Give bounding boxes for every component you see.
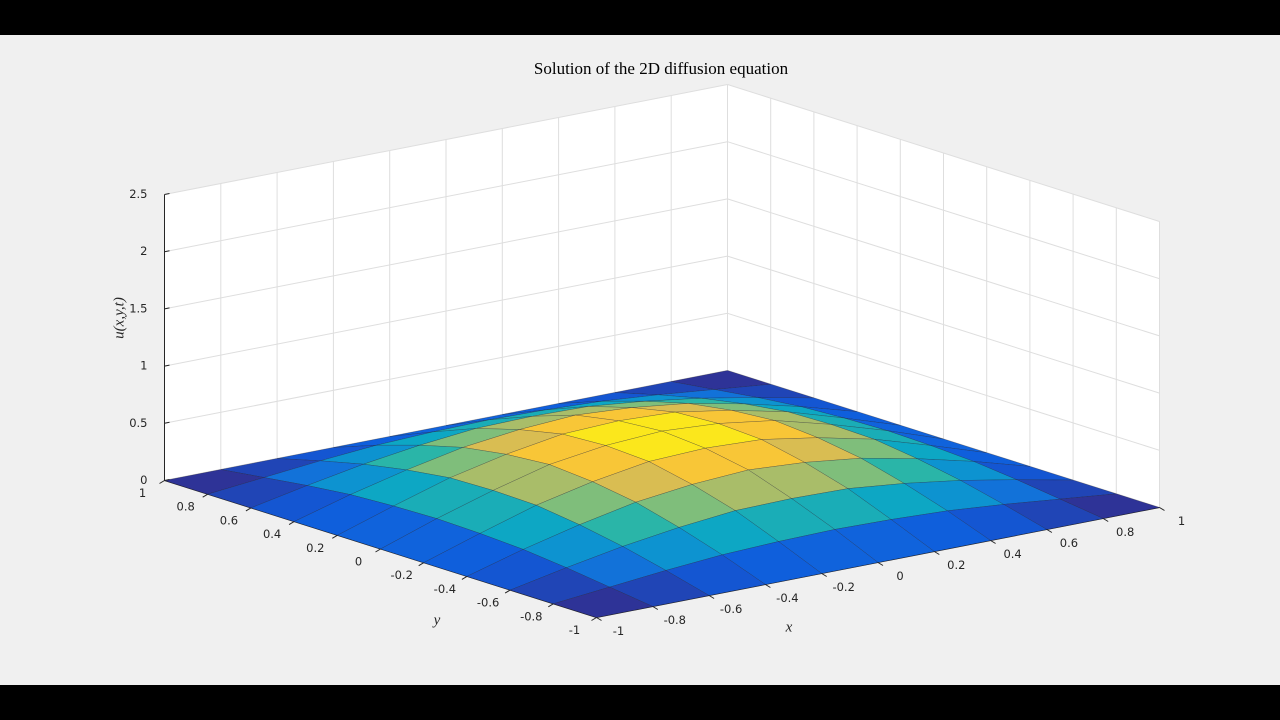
z-tick (164, 250, 170, 253)
x-tick-label: 0.2 (947, 558, 965, 572)
y-tick (591, 617, 597, 621)
y-axis-label: y (432, 612, 441, 628)
grid-line (164, 198, 728, 310)
x-tick-label: -0.2 (832, 580, 854, 594)
x-tick (596, 617, 602, 621)
y-tick-label: 0 (355, 555, 362, 569)
y-tick (504, 589, 511, 594)
x-tick-label: 1 (1178, 514, 1185, 528)
x-tick-label: 0 (896, 569, 903, 583)
x-axis-label: x (785, 619, 793, 635)
z-tick-label: 0.5 (129, 416, 147, 430)
y-tick-label: -0.2 (390, 568, 412, 582)
x-tick-label: 0.8 (1116, 525, 1134, 539)
z-tick (164, 421, 170, 424)
y-tick (332, 534, 338, 539)
y-tick-label: 0.8 (177, 500, 195, 514)
y-tick (418, 562, 424, 567)
x-tick (821, 573, 827, 577)
y-tick (288, 521, 295, 526)
x-tick (708, 595, 715, 599)
x-tick (934, 551, 940, 555)
grid-line (164, 312, 728, 424)
x-tick-label: 0.6 (1060, 536, 1078, 550)
grid-line (727, 198, 1160, 337)
x-tick-label: -0.6 (720, 602, 742, 616)
y-tick (202, 493, 208, 498)
z-tick (164, 307, 170, 310)
x-tick-label: -0.8 (664, 613, 686, 627)
z-tick-label: 2 (140, 244, 147, 258)
grid-line (727, 84, 1160, 222)
y-tick-label: -1 (569, 623, 580, 637)
y-tick (548, 603, 554, 608)
y-tick (375, 548, 381, 553)
grid-line (727, 255, 1160, 394)
grid-line (164, 84, 728, 195)
y-tick (245, 507, 252, 512)
y-tick-label: -0.6 (477, 596, 499, 610)
grid-line (164, 141, 728, 253)
y-tick-label: -0.8 (520, 609, 542, 623)
z-tick-label: 2.5 (129, 187, 147, 201)
x-tick (652, 606, 659, 610)
x-tick (1102, 518, 1109, 522)
z-tick (164, 193, 170, 195)
x-tick (877, 562, 884, 566)
grid-line (727, 141, 1160, 280)
y-tick (461, 575, 468, 580)
x-tick (1046, 529, 1053, 533)
x-tick-label: -0.4 (776, 591, 798, 605)
z-tick-label: 0 (140, 473, 147, 487)
letterbox-bottom (0, 685, 1280, 720)
grid-line (164, 255, 728, 367)
y-tick-label: 0.6 (220, 513, 238, 527)
x-tick-label: -1 (613, 624, 624, 638)
x-tick (765, 584, 771, 588)
x-tick-label: 0.4 (1003, 547, 1021, 561)
y-tick (159, 480, 165, 484)
z-tick-label: 1 (140, 359, 147, 373)
z-tick (164, 364, 170, 367)
grid-line (727, 312, 1160, 451)
x-tick (1159, 507, 1165, 511)
surface-patch (552, 586, 654, 618)
y-tick-label: 1 (139, 486, 146, 500)
z-tick (164, 479, 170, 481)
chart-title: Solution of the 2D diffusion equation (534, 59, 789, 78)
letterbox-top (0, 0, 1280, 35)
y-tick-label: -0.4 (434, 582, 456, 596)
y-tick-label: 0.4 (263, 527, 281, 541)
z-tick-label: 1.5 (129, 301, 147, 315)
y-tick-label: 0.2 (306, 541, 324, 555)
z-axis-label: u(x,y,t) (111, 297, 127, 339)
x-tick (990, 540, 996, 544)
